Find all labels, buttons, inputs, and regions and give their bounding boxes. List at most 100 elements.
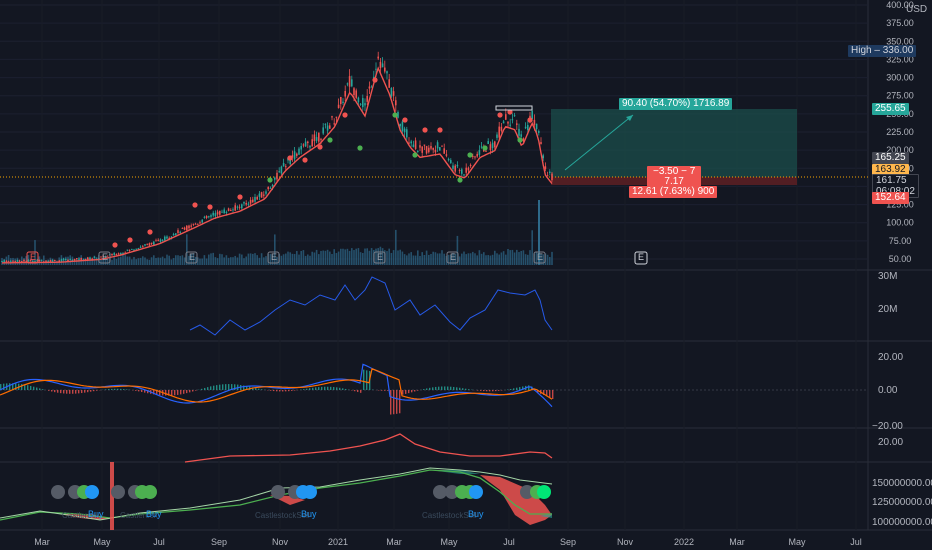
- candle-body: [342, 101, 344, 104]
- candle-body: [172, 233, 175, 236]
- candle-body: [146, 243, 148, 245]
- candle-body: [478, 150, 481, 155]
- candle-body: [161, 239, 164, 242]
- volume-bar: [472, 251, 474, 265]
- macd-histogram-bar: [270, 390, 272, 391]
- candle-body: [392, 91, 395, 96]
- earnings-marker-icon[interactable]: [446, 251, 459, 264]
- candle-body: [353, 88, 355, 96]
- macd-histogram-bar: [294, 390, 296, 391]
- candle-body: [16, 259, 19, 262]
- signal-faint-text: CastlestockSell: [255, 511, 310, 520]
- earnings-marker-icon[interactable]: [26, 251, 39, 264]
- stop-info-box[interactable]: 12.61 (7.63%) 900: [629, 186, 718, 198]
- candle-body: [243, 201, 245, 204]
- macd-histogram-bar: [114, 388, 116, 390]
- candle-body: [84, 259, 87, 261]
- volume-bar: [432, 251, 434, 265]
- volume-bar: [201, 258, 203, 265]
- volume-bar: [399, 249, 401, 265]
- macd-histogram-bar: [492, 390, 494, 392]
- macd-histogram-bar: [258, 388, 260, 390]
- position-mid-line1: −3.50 − 7: [653, 166, 696, 177]
- candle-body: [106, 255, 109, 257]
- price-axis-label: 375.00: [886, 18, 914, 28]
- macd-histogram-bar: [306, 388, 308, 390]
- macd-histogram-bar: [105, 389, 107, 390]
- signal-dot: [357, 145, 363, 151]
- candle-body: [410, 141, 412, 144]
- position-mid-box[interactable]: −3.50 − 7 7.17: [647, 166, 702, 188]
- candle-body: [502, 121, 505, 124]
- candle-body: [300, 146, 302, 150]
- high-dash: –: [874, 45, 880, 56]
- volume-bar: [439, 253, 441, 265]
- time-axis[interactable]: Mar May Jul Sep Nov 2021 Mar May Jul Sep Nov 2022 Ma…: [34, 537, 862, 547]
- macd-histogram-bar: [537, 390, 539, 393]
- earnings-marker-icon[interactable]: [267, 251, 280, 264]
- price-axis-label: 200.00: [886, 145, 914, 155]
- volume-bar: [496, 253, 498, 265]
- earnings-markers[interactable]: [26, 251, 648, 265]
- candle-body: [51, 259, 54, 262]
- signal-dot: [342, 112, 348, 118]
- volume-bar: [375, 248, 377, 265]
- candle-body: [439, 147, 441, 151]
- signal-faint-text: Castlerock: [62, 511, 100, 520]
- target-zone[interactable]: [551, 109, 797, 177]
- volume-bar: [370, 248, 373, 265]
- macd-histogram-bar: [228, 384, 230, 390]
- candlestick-series[interactable]: [1, 51, 553, 264]
- macd-histogram-bar: [345, 388, 347, 390]
- candle-body: [362, 98, 364, 108]
- candle-body: [252, 199, 254, 203]
- earnings-marker-icon[interactable]: [373, 251, 386, 264]
- volume-bar: [476, 255, 478, 265]
- volume-bar: [315, 249, 318, 265]
- earnings-marker-icon[interactable]: [185, 251, 198, 264]
- macd-histogram-bar: [60, 390, 62, 394]
- target-info-box[interactable]: 90.40 (54.70%) 1716.89: [619, 98, 733, 110]
- signal-circle: [445, 485, 459, 499]
- macd-histogram-bar: [54, 390, 56, 393]
- indicator-line-blue: [189, 276, 553, 336]
- macd-histogram-bar: [282, 390, 284, 392]
- volume-bar: [238, 253, 241, 265]
- volume-bar: [351, 248, 353, 265]
- candle-body: [397, 111, 399, 118]
- volume-bar: [179, 255, 181, 265]
- candle-body: [177, 230, 179, 234]
- candle-body: [421, 146, 423, 153]
- volume-bar: [91, 259, 93, 265]
- earnings-marker-icon[interactable]: [533, 251, 546, 264]
- time-axis-label: Nov: [272, 537, 289, 547]
- candle-body: [265, 191, 267, 194]
- signal-circles: [51, 485, 551, 499]
- candle-body: [280, 166, 283, 174]
- candle-body: [296, 153, 298, 156]
- level-price-tag: 165.25: [872, 152, 909, 164]
- volume-bar: [392, 250, 395, 265]
- macd-histogram-bar: [216, 385, 218, 390]
- volume-bar: [236, 257, 239, 265]
- resistance-box[interactable]: [495, 105, 533, 111]
- earnings-letter: E: [537, 252, 544, 262]
- volume-bar: [181, 255, 184, 265]
- candle-body: [436, 142, 439, 149]
- candle-body: [87, 257, 89, 260]
- buy-signal-label: Buy: [301, 509, 317, 519]
- price-axis[interactable]: 400.00375.00350.00325.00300.00275.00250.…: [886, 0, 914, 264]
- volume-bar: [95, 256, 98, 265]
- earnings-marker-icon[interactable]: [634, 251, 648, 265]
- candle-body: [67, 260, 69, 262]
- earnings-marker-icon[interactable]: [98, 251, 111, 264]
- volume-bar: [247, 253, 250, 265]
- volume-bar: [287, 251, 289, 265]
- volume-bar: [320, 250, 322, 265]
- volume-bar: [219, 253, 221, 265]
- candle-body: [225, 211, 228, 213]
- macd-histogram-bar: [330, 386, 332, 390]
- earnings-letter: E: [30, 252, 37, 262]
- volume-bar: [208, 254, 210, 265]
